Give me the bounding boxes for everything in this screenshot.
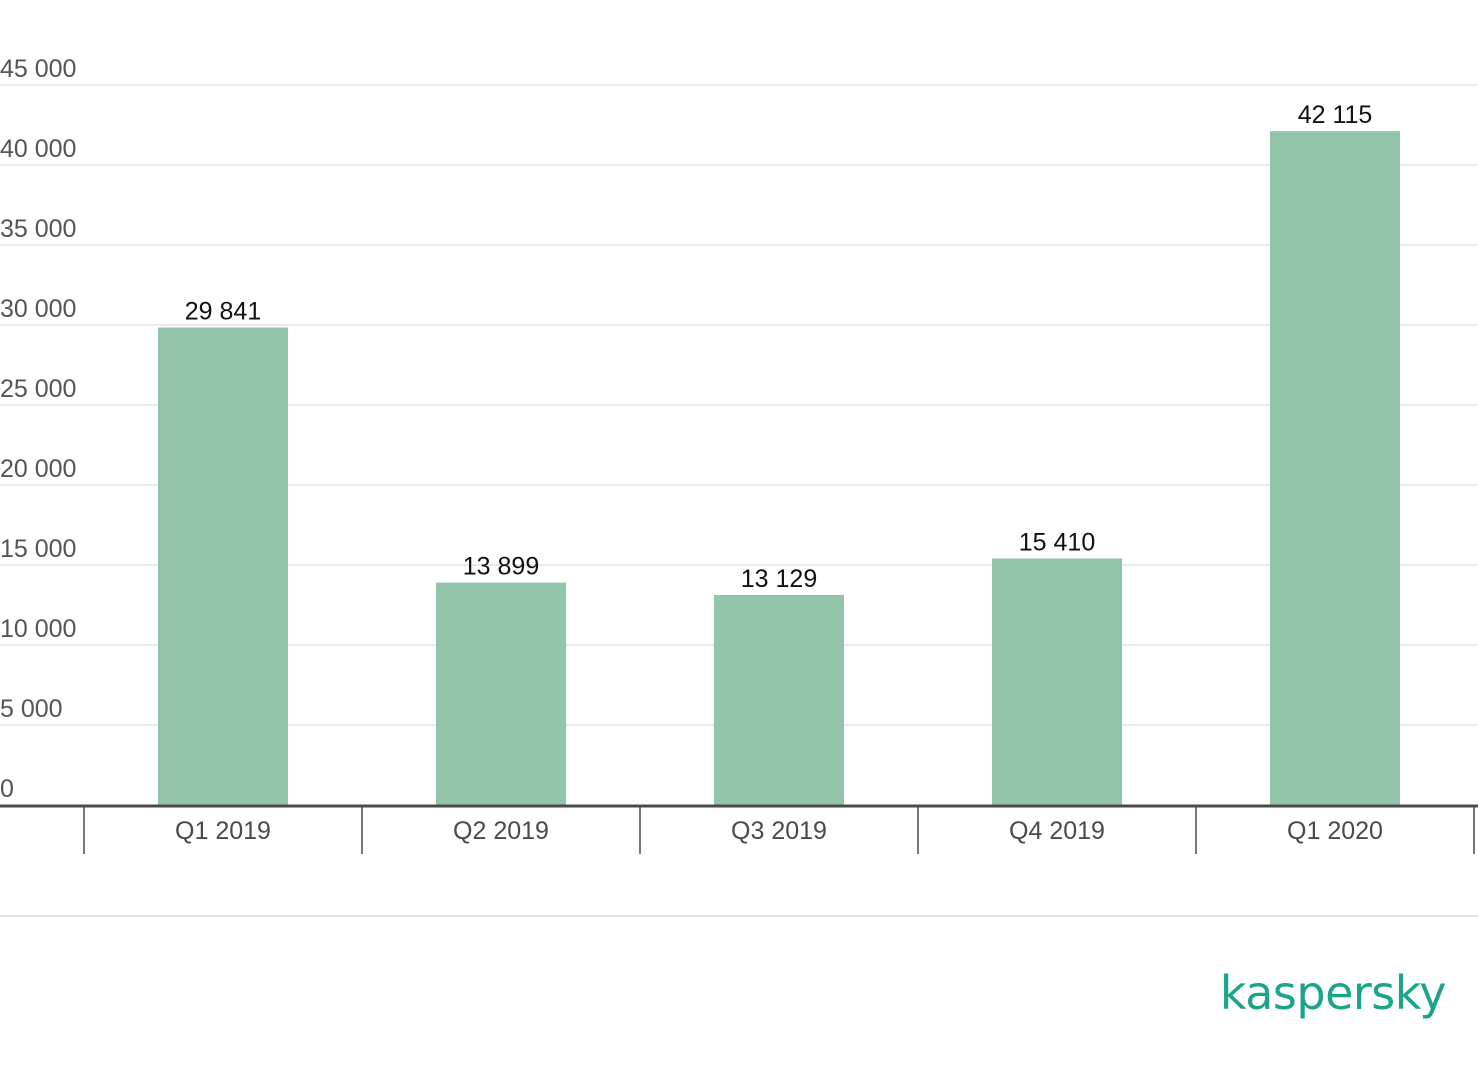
bar-chart: 0 5 000 10 000 15 000 20 000 25 000 30 000 35 0… bbox=[0, 55, 1478, 854]
data-label: 15 410 bbox=[1019, 528, 1095, 556]
bar bbox=[158, 327, 288, 805]
x-tick-label: Q4 2019 bbox=[1009, 817, 1105, 845]
x-tick-label: Q2 2019 bbox=[453, 817, 549, 845]
y-axis-ticks: 0 5 000 10 000 15 000 20 000 25 000 30 000 35 0… bbox=[0, 55, 76, 803]
y-tick-label: 5 000 bbox=[0, 695, 63, 723]
footer-divider bbox=[0, 915, 1478, 917]
y-tick-label: 20 000 bbox=[0, 455, 76, 483]
y-tick-label: 40 000 bbox=[0, 135, 76, 163]
y-tick-label: 35 000 bbox=[0, 215, 76, 243]
y-tick-label: 10 000 bbox=[0, 615, 76, 643]
data-label: 42 115 bbox=[1298, 101, 1373, 129]
kaspersky-logo: kaspersky bbox=[1219, 966, 1447, 1020]
bar bbox=[714, 594, 844, 805]
y-tick-label: 25 000 bbox=[0, 375, 76, 403]
x-tick-label: Q1 2020 bbox=[1287, 817, 1383, 845]
data-label: 13 129 bbox=[741, 565, 817, 593]
bars bbox=[158, 131, 1400, 805]
bar bbox=[992, 558, 1122, 805]
data-label: 29 841 bbox=[185, 298, 261, 326]
x-tick-label: Q3 2019 bbox=[731, 817, 827, 845]
y-tick-label: 15 000 bbox=[0, 535, 76, 563]
x-axis bbox=[0, 804, 1478, 854]
y-tick-label: 0 bbox=[0, 775, 14, 803]
y-tick-label: 45 000 bbox=[0, 55, 76, 83]
x-tick-label: Q1 2019 bbox=[175, 817, 271, 845]
x-axis-ticks: Q1 2019 Q2 2019 Q3 2019 Q4 2019 Q1 2020 bbox=[175, 817, 1383, 845]
data-label: 13 899 bbox=[463, 553, 539, 581]
bar bbox=[1270, 131, 1400, 805]
bar bbox=[436, 582, 566, 805]
y-tick-label: 30 000 bbox=[0, 295, 76, 323]
data-labels: 29 841 13 899 13 129 15 410 42 115 bbox=[185, 101, 1373, 593]
